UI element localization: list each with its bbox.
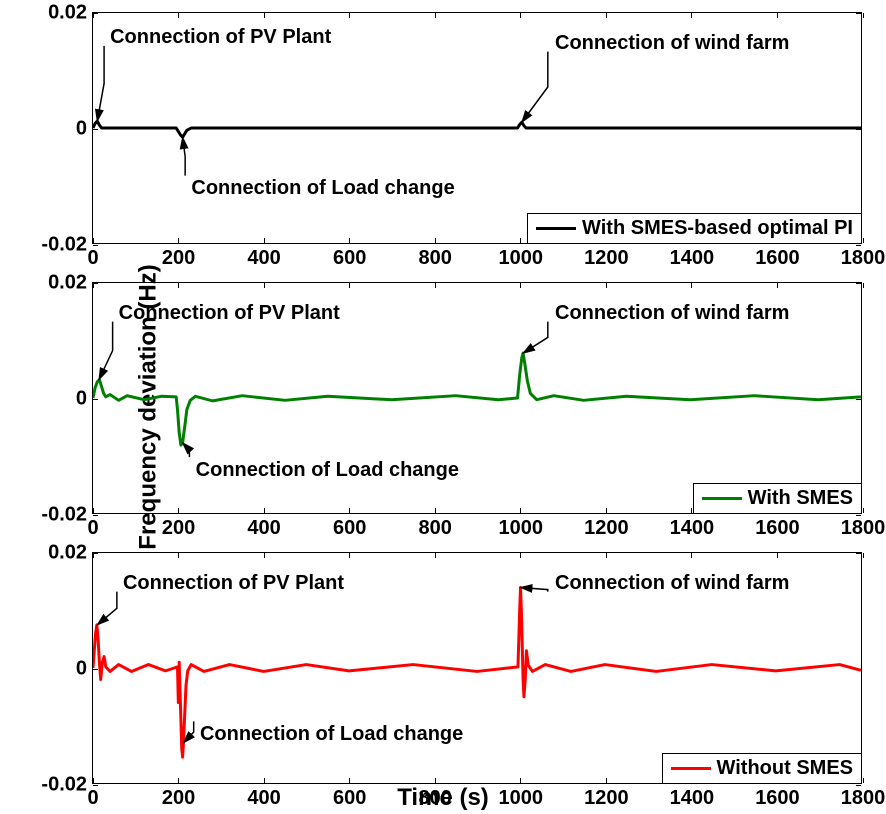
tick-mark bbox=[93, 515, 98, 516]
annotation-arrow bbox=[99, 322, 113, 380]
tick-mark bbox=[863, 238, 864, 243]
tick-mark bbox=[863, 778, 864, 783]
tick-mark bbox=[856, 785, 861, 786]
x-tick-label: 200 bbox=[162, 787, 195, 810]
x-tick-label: 1400 bbox=[670, 787, 715, 810]
x-tick-label: 600 bbox=[333, 247, 366, 270]
y-tick-label: -0.02 bbox=[41, 234, 87, 257]
annotation-arrow bbox=[522, 52, 548, 123]
tick-mark bbox=[93, 785, 98, 786]
annotation-text: Connection of PV Plant bbox=[110, 26, 331, 49]
annotation-text: Connection of wind farm bbox=[555, 302, 789, 325]
x-tick-label: 400 bbox=[247, 517, 280, 540]
y-tick-label: 0.02 bbox=[48, 2, 87, 25]
tick-mark bbox=[863, 508, 864, 513]
figure: Frequency deviation (Hz) Time (s) -0.020… bbox=[0, 0, 886, 814]
tick-mark bbox=[863, 283, 864, 288]
annotation-arrow bbox=[183, 443, 190, 457]
tick-mark bbox=[856, 245, 861, 246]
legend: Without SMES bbox=[662, 753, 862, 784]
y-tick-label: 0 bbox=[76, 118, 87, 141]
x-tick-label: 1800 bbox=[841, 247, 886, 270]
x-tick-label: 1600 bbox=[755, 517, 800, 540]
legend-label: Without SMES bbox=[717, 757, 853, 780]
legend-line-sample bbox=[536, 227, 576, 230]
tick-mark bbox=[863, 553, 864, 558]
y-tick-label: -0.02 bbox=[41, 774, 87, 797]
x-tick-label: 1800 bbox=[841, 517, 886, 540]
x-tick-label: 800 bbox=[419, 517, 452, 540]
annotation-arrow bbox=[183, 137, 186, 175]
legend: With SMES-based optimal PI bbox=[527, 213, 862, 244]
x-tick-label: 0 bbox=[87, 787, 98, 810]
annotation-text: Connection of PV Plant bbox=[119, 302, 340, 325]
legend-label: With SMES bbox=[748, 487, 853, 510]
y-tick-label: -0.02 bbox=[41, 504, 87, 527]
annotation-arrow bbox=[97, 46, 104, 121]
x-tick-label: 400 bbox=[247, 787, 280, 810]
x-tick-label: 400 bbox=[247, 247, 280, 270]
y-tick-label: 0 bbox=[76, 658, 87, 681]
x-tick-label: 1600 bbox=[755, 787, 800, 810]
x-tick-label: 0 bbox=[87, 517, 98, 540]
x-tick-label: 1400 bbox=[670, 247, 715, 270]
tick-mark bbox=[93, 245, 98, 246]
annotation-text: Connection of Load change bbox=[200, 723, 463, 746]
x-tick-label: 1400 bbox=[670, 517, 715, 540]
x-tick-label: 1200 bbox=[584, 787, 629, 810]
y-tick-label: 0 bbox=[76, 388, 87, 411]
x-tick-label: 1000 bbox=[499, 517, 544, 540]
x-tick-label: 600 bbox=[333, 517, 366, 540]
annotation-text: Connection of PV Plant bbox=[123, 572, 344, 595]
x-tick-label: 1000 bbox=[499, 787, 544, 810]
x-tick-label: 1600 bbox=[755, 247, 800, 270]
data-line bbox=[93, 121, 861, 137]
y-tick-label: 0.02 bbox=[48, 272, 87, 295]
y-tick-label: 0.02 bbox=[48, 542, 87, 565]
annotation-arrow bbox=[523, 322, 548, 353]
x-tick-label: 800 bbox=[419, 247, 452, 270]
chart-panel: -0.0200.02020040060080010001200140016001… bbox=[92, 12, 862, 244]
data-line bbox=[93, 353, 861, 445]
x-tick-label: 1000 bbox=[499, 247, 544, 270]
chart-panel: -0.0200.02020040060080010001200140016001… bbox=[92, 552, 862, 784]
x-tick-label: 200 bbox=[162, 247, 195, 270]
annotation-arrow bbox=[521, 588, 548, 592]
annotation-text: Connection of wind farm bbox=[555, 572, 789, 595]
annotation-text: Connection of wind farm bbox=[555, 32, 789, 55]
x-tick-label: 800 bbox=[419, 787, 452, 810]
x-tick-label: 1800 bbox=[841, 787, 886, 810]
annotation-text: Connection of Load change bbox=[191, 177, 454, 200]
legend-line-sample bbox=[702, 497, 742, 500]
legend: With SMES bbox=[693, 483, 862, 514]
x-tick-label: 1200 bbox=[584, 517, 629, 540]
x-tick-label: 200 bbox=[162, 517, 195, 540]
chart-panel: -0.0200.02020040060080010001200140016001… bbox=[92, 282, 862, 514]
x-tick-label: 0 bbox=[87, 247, 98, 270]
annotation-text: Connection of Load change bbox=[196, 459, 459, 482]
tick-mark bbox=[863, 13, 864, 18]
annotation-arrow bbox=[97, 592, 117, 625]
x-tick-label: 600 bbox=[333, 787, 366, 810]
legend-line-sample bbox=[671, 767, 711, 770]
legend-label: With SMES-based optimal PI bbox=[582, 217, 853, 240]
x-tick-label: 1200 bbox=[584, 247, 629, 270]
tick-mark bbox=[856, 515, 861, 516]
